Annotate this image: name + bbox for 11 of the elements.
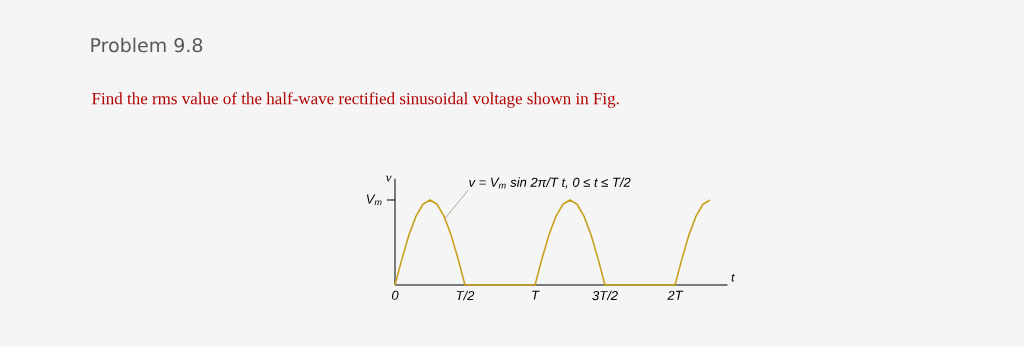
text: V$_{m}$: [366, 194, 382, 206]
text: Problem 9.8: [91, 37, 203, 53]
x-tick-label: T/2: [456, 290, 475, 301]
y-axis-title: v: [385, 175, 392, 182]
x-tick-label: T: [532, 290, 540, 300]
x-tick-label: 3T/2: [592, 290, 618, 301]
x-axis-title: t: [731, 274, 735, 282]
x-tick-label: 0: [391, 290, 399, 300]
x-tick-label: 2T: [667, 290, 684, 300]
text: v = V$_{m}$ sin 2π/T t, 0 ≤ t ≤ T/2: [469, 177, 631, 189]
chart-subtitle: Find the rms value of the half-wave rectified sinusoidal voltage shown in Fig.: [92, 92, 619, 108]
